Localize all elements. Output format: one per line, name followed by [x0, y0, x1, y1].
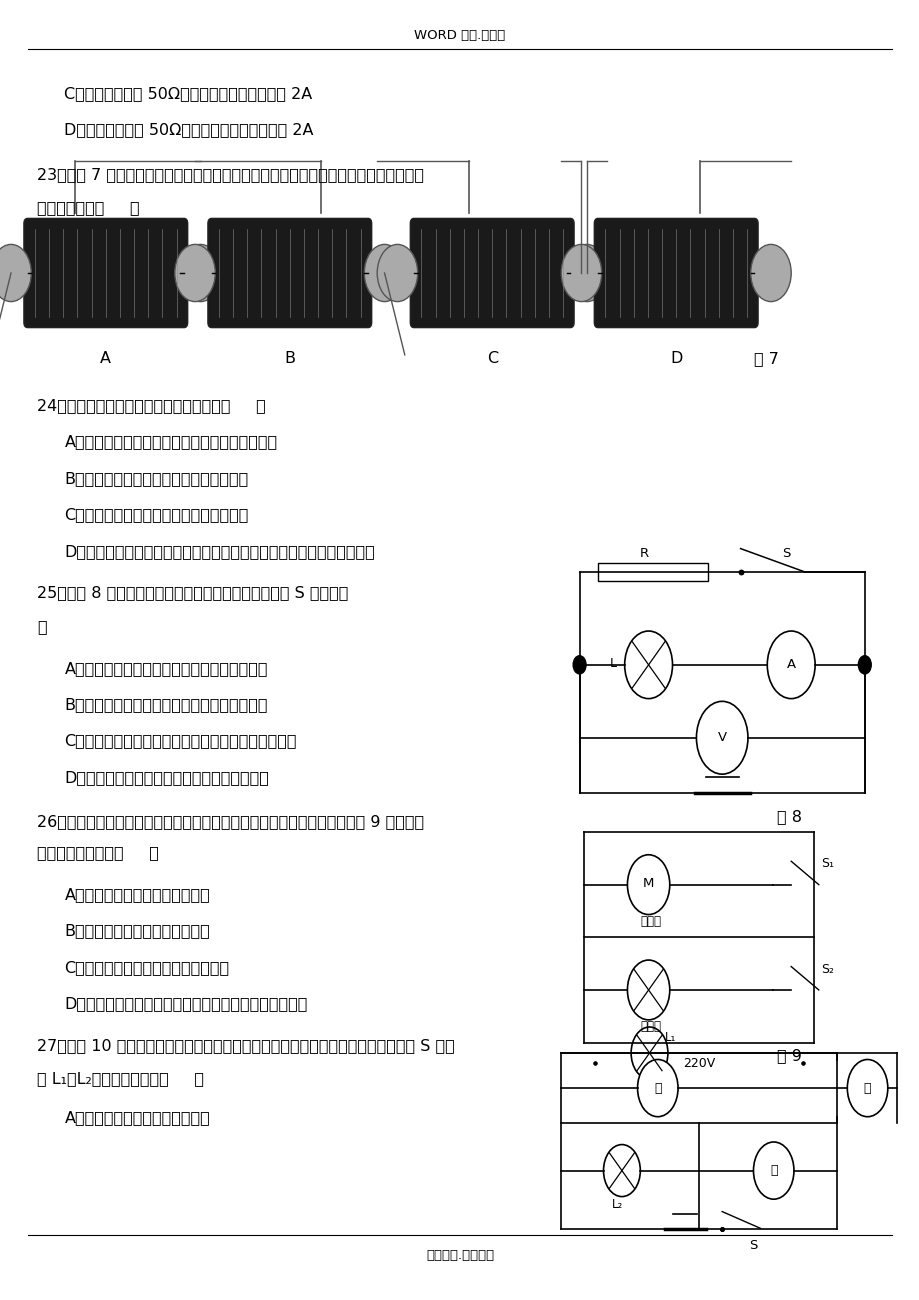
Circle shape: [753, 1141, 793, 1199]
Text: D．电阻最大值是 50Ω，允许通过的最小电流是 2A: D．电阻最大值是 50Ω，允许通过的最小电流是 2A: [64, 122, 313, 138]
Circle shape: [637, 1060, 677, 1117]
Text: S₁: S₁: [821, 858, 834, 871]
Text: A．换气扇和照明灯不能同时工作: A．换气扇和照明灯不能同时工作: [64, 887, 210, 902]
Text: S: S: [781, 547, 790, 560]
Circle shape: [627, 855, 669, 915]
FancyBboxPatch shape: [24, 218, 187, 328]
Circle shape: [696, 701, 747, 774]
Circle shape: [627, 959, 669, 1019]
Text: 图 8: 图 8: [777, 809, 801, 824]
Text: D．换气扇和照明灯工作时，它们两端的电压不一定相等: D．换气扇和照明灯工作时，它们两端的电压不一定相等: [64, 996, 308, 1011]
Text: A: A: [786, 658, 795, 671]
Circle shape: [566, 244, 607, 302]
Text: C．电阻最小值是 50Ω，允许通过的最小电流是 2A: C．电阻最小值是 50Ω，允许通过的最小电流是 2A: [64, 86, 312, 101]
Text: 照明灯: 照明灯: [640, 1019, 660, 1032]
Text: 灯 L₁、L₂均正常发光．则（     ）: 灯 L₁、L₂均正常发光．则（ ）: [37, 1071, 204, 1087]
Text: WORD 资料.可编辑: WORD 资料.可编辑: [414, 29, 505, 42]
Text: A: A: [100, 351, 111, 367]
Circle shape: [0, 244, 31, 302]
Text: 27、如图 10 所示的电路中，甲、乙、丙是连接在电路中的三只电学仪表．闭合开关 S 后，: 27、如图 10 所示的电路中，甲、乙、丙是连接在电路中的三只电学仪表．闭合开关…: [37, 1037, 454, 1053]
Circle shape: [750, 244, 790, 302]
Text: B．换气扇和照明灯只能同时工作: B．换气扇和照明灯只能同时工作: [64, 923, 210, 939]
Text: 23、如图 7 所示滑动变阻器的四种接线情况中，当滑片向右移动时，变阻器连入电路的: 23、如图 7 所示滑动变阻器的四种接线情况中，当滑片向右移动时，变阻器连入电路…: [37, 166, 424, 182]
FancyBboxPatch shape: [208, 218, 371, 328]
Bar: [597, 563, 708, 581]
Text: ）: ）: [37, 619, 46, 634]
Circle shape: [180, 244, 221, 302]
FancyBboxPatch shape: [410, 218, 573, 328]
Text: D．导体电阻的大小决定于导体的材料、长度、横截面积，还和温度有关: D．导体电阻的大小决定于导体的材料、长度、横截面积，还和温度有关: [64, 543, 375, 559]
Text: 专业技术.整理分享: 专业技术.整理分享: [425, 1249, 494, 1262]
Text: C．电压表示数不变，电流表示数不变，灯的亮度不变: C．电压表示数不变，电流表示数不变，灯的亮度不变: [64, 733, 297, 749]
Text: 图 7: 图 7: [754, 351, 778, 367]
Text: 甲: 甲: [653, 1082, 661, 1095]
Text: 丙: 丙: [863, 1082, 870, 1095]
Circle shape: [603, 1144, 640, 1196]
FancyBboxPatch shape: [594, 218, 757, 328]
Text: 列说法中正确的是（     ）: 列说法中正确的是（ ）: [37, 845, 158, 861]
Text: L₁: L₁: [664, 1031, 675, 1044]
Text: S: S: [748, 1239, 757, 1252]
Circle shape: [846, 1060, 887, 1117]
Text: D．电压表示数不变，电流表示数变小，灯变暗: D．电压表示数不变，电流表示数变小，灯变暗: [64, 770, 269, 785]
Text: M: M: [642, 876, 653, 889]
Text: A．电压表示数变小，电流表示数变小，灯变暗: A．电压表示数变小，电流表示数变小，灯变暗: [64, 660, 267, 676]
Text: L₂: L₂: [611, 1197, 622, 1210]
Text: C: C: [486, 351, 497, 367]
Circle shape: [561, 244, 601, 302]
Text: 24、关于导体的电阻，下列说法正确的是（     ）: 24、关于导体的电阻，下列说法正确的是（ ）: [37, 398, 266, 413]
Text: B．电压表示数变大，电流表示数变大，灯变亮: B．电压表示数变大，电流表示数变大，灯变亮: [64, 697, 267, 712]
Text: 图 9: 图 9: [777, 1048, 801, 1063]
Text: C．换气扇和照明灯工作时，它们并联: C．换气扇和照明灯工作时，它们并联: [64, 959, 229, 975]
Text: 换气扇: 换气扇: [640, 915, 660, 928]
Circle shape: [377, 244, 417, 302]
Text: D: D: [669, 351, 682, 367]
Circle shape: [364, 244, 404, 302]
Circle shape: [766, 630, 814, 698]
Text: A．甲是电流表，乙、丙是电压表: A．甲是电流表，乙、丙是电压表: [64, 1110, 210, 1126]
Text: A．加在导体两端的电压越大，导体的电阻就越大: A．加在导体两端的电压越大，导体的电阻就越大: [64, 434, 278, 450]
Text: 阻值变小的是（     ）: 阻值变小的是（ ）: [37, 200, 140, 216]
Circle shape: [857, 655, 870, 673]
Text: 乙: 乙: [769, 1164, 777, 1176]
Text: 220V: 220V: [682, 1057, 715, 1070]
Text: B: B: [284, 351, 295, 367]
Text: C．通过导体的电流越大，导体的电阻越小: C．通过导体的电流越大，导体的电阻越小: [64, 507, 248, 523]
Circle shape: [175, 244, 215, 302]
Text: L: L: [609, 656, 617, 670]
Text: S₂: S₂: [821, 962, 834, 975]
Circle shape: [630, 1027, 667, 1079]
Text: 25、如图 8 所示的电路中，电源电压恒定不变，当开关 S 闭合时（: 25、如图 8 所示的电路中，电源电压恒定不变，当开关 S 闭合时（: [37, 585, 347, 601]
Circle shape: [624, 630, 672, 698]
Text: B．通过导体的电流为零时，导体没有电阻: B．通过导体的电流为零时，导体没有电阻: [64, 471, 248, 486]
Circle shape: [573, 655, 585, 673]
Text: R: R: [639, 547, 648, 560]
Text: V: V: [717, 731, 726, 744]
Text: 26、小红家卫生间安装了换气扇和照明灯，换气扇和照明灯的电路连接如图 9 所示．下: 26、小红家卫生间安装了换气扇和照明灯，换气扇和照明灯的电路连接如图 9 所示．…: [37, 814, 424, 829]
